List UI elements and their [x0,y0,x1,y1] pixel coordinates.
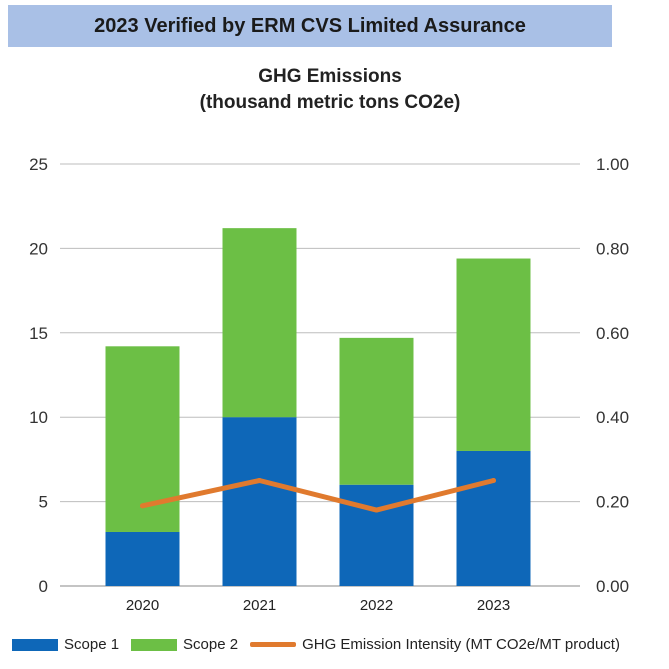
y-right-tick-label: 0.60 [596,324,629,343]
bar-scope1-2022 [339,484,414,586]
y-right-tick-label: 0.40 [596,408,629,427]
x-tick-label: 2023 [477,597,510,614]
header-banner: 2023 Verified by ERM CVS Limited Assuran… [8,5,612,47]
bar-scope1-2021 [222,417,297,586]
x-tick-label: 2021 [243,597,276,614]
legend-item-scope2: Scope 2 [131,636,238,653]
intensity-point [140,503,145,509]
legend-swatch-intensity [250,642,297,647]
legend-item-intensity: GHG Emission Intensity (MT CO2e/MT produ… [250,636,620,653]
intensity-point [374,507,379,513]
intensity-line [140,478,496,513]
y-left-tick-label: 0 [39,577,48,596]
x-tick-label: 2022 [360,597,393,614]
y-right-tick-label: 0.80 [596,239,629,258]
bar-scope1-2023 [456,450,531,586]
legend-label-intensity: GHG Emission Intensity (MT CO2e/MT produ… [302,636,620,653]
y-left-tick-label: 20 [29,239,48,258]
chart-legend: Scope 1 Scope 2 GHG Emission Intensity (… [12,636,632,653]
bar-scope2-2021 [222,228,297,418]
bar-scope2-2022 [339,337,414,485]
legend-label-scope2: Scope 2 [183,636,239,653]
y-left-tick-label: 10 [29,408,48,427]
y-left-tick-label: 15 [29,324,48,343]
chart-title: GHG Emissions [258,66,402,87]
intensity-point [491,478,496,483]
bar-scope2-2023 [456,258,531,451]
chart-subtitle: (thousand metric tons CO2e) [199,92,461,113]
legend-swatch-scope1 [12,638,58,651]
banner-text: 2023 Verified by ERM CVS Limited Assuran… [94,14,526,37]
x-tick-label: 2020 [126,597,159,614]
intensity-point [257,478,262,483]
y-right-tick-label: 0.20 [596,493,629,512]
legend-label-scope1: Scope 1 [64,636,120,653]
legend-swatch-scope2 [131,638,178,651]
legend-item-scope1: Scope 1 [12,636,119,653]
y-right-tick-label: 0.00 [596,577,629,596]
y-left-tick-label: 5 [39,493,48,512]
bar-scope1-2020 [105,531,180,586]
y-left-tick-label: 25 [29,155,48,174]
y-right-tick-label: 1.00 [596,155,629,174]
